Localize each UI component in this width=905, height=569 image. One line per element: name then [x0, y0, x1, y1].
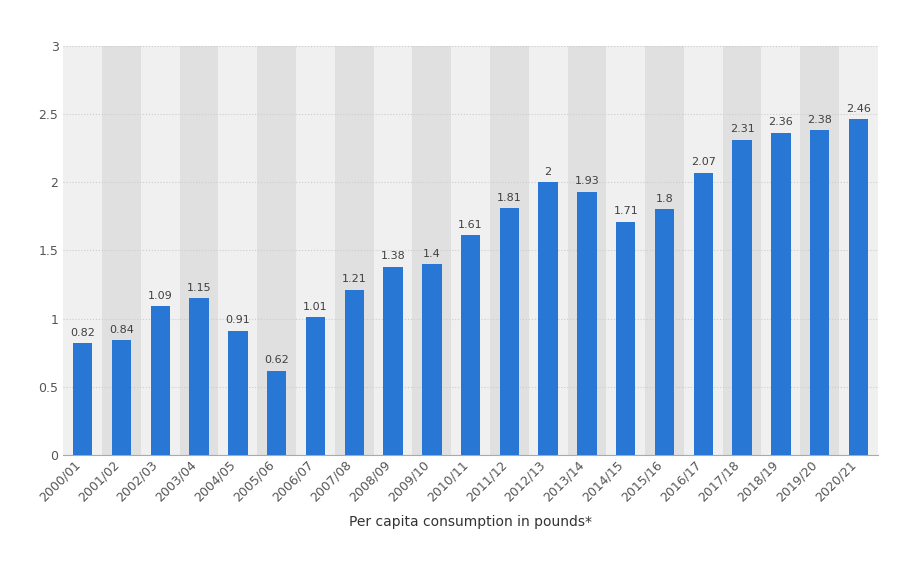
Bar: [141, 46, 180, 455]
Bar: [150, 306, 170, 455]
Bar: [500, 208, 519, 455]
Bar: [422, 264, 442, 455]
Text: 0.62: 0.62: [264, 355, 289, 365]
Text: 1.93: 1.93: [575, 176, 599, 186]
Bar: [538, 182, 557, 455]
Bar: [335, 46, 374, 455]
Bar: [345, 290, 364, 455]
Text: 2.46: 2.46: [846, 104, 871, 114]
Text: 2.31: 2.31: [729, 124, 755, 134]
X-axis label: Per capita consumption in pounds*: Per capita consumption in pounds*: [349, 515, 592, 529]
Bar: [452, 46, 490, 455]
Text: 2.38: 2.38: [807, 115, 832, 125]
Bar: [839, 46, 878, 455]
Bar: [723, 46, 761, 455]
Bar: [490, 46, 529, 455]
Text: 0.82: 0.82: [71, 328, 95, 338]
Text: 1.71: 1.71: [614, 206, 638, 216]
Bar: [257, 46, 296, 455]
Text: 0.91: 0.91: [225, 315, 251, 325]
Bar: [102, 46, 141, 455]
Text: 1.4: 1.4: [423, 249, 441, 258]
Bar: [616, 222, 635, 455]
Text: 1.81: 1.81: [497, 192, 522, 203]
Bar: [732, 140, 752, 455]
Bar: [849, 119, 868, 455]
Bar: [606, 46, 645, 455]
Bar: [296, 46, 335, 455]
Bar: [461, 236, 481, 455]
Bar: [374, 46, 413, 455]
Bar: [645, 46, 684, 455]
Text: 1.21: 1.21: [342, 274, 367, 284]
Text: 0.84: 0.84: [110, 325, 134, 335]
Bar: [761, 46, 800, 455]
Bar: [112, 340, 131, 455]
Bar: [567, 46, 606, 455]
Text: 1.01: 1.01: [303, 302, 328, 312]
Bar: [267, 370, 286, 455]
Bar: [693, 172, 713, 455]
Bar: [800, 46, 839, 455]
Bar: [771, 133, 791, 455]
Bar: [655, 209, 674, 455]
Bar: [73, 343, 92, 455]
Text: 2.36: 2.36: [768, 117, 794, 127]
Bar: [218, 46, 257, 455]
Bar: [684, 46, 723, 455]
Bar: [810, 130, 829, 455]
Text: 2.07: 2.07: [691, 157, 716, 167]
Bar: [189, 298, 209, 455]
Bar: [384, 267, 403, 455]
Bar: [529, 46, 567, 455]
Text: 1.61: 1.61: [458, 220, 483, 230]
Text: 1.15: 1.15: [186, 283, 212, 292]
Text: 1.09: 1.09: [148, 291, 173, 301]
Bar: [306, 318, 325, 455]
Text: 2: 2: [545, 167, 552, 176]
Bar: [413, 46, 452, 455]
Text: 1.38: 1.38: [381, 251, 405, 261]
Text: 1.8: 1.8: [655, 194, 673, 204]
Bar: [63, 46, 102, 455]
Bar: [228, 331, 248, 455]
Bar: [180, 46, 218, 455]
Bar: [577, 192, 596, 455]
